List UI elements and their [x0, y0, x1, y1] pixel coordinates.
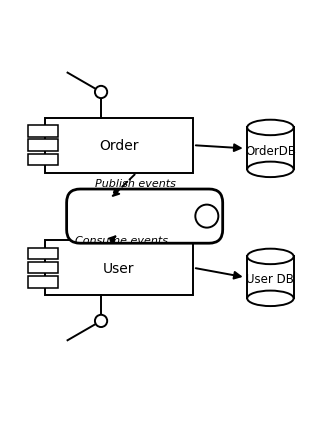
Bar	[45, 119, 193, 173]
Text: OrderDB: OrderDB	[245, 144, 296, 157]
Bar	[29, 126, 58, 137]
Circle shape	[95, 315, 107, 327]
Text: User: User	[103, 261, 134, 275]
Text: Publish events: Publish events	[95, 178, 176, 188]
Polygon shape	[247, 128, 294, 170]
Ellipse shape	[247, 291, 294, 306]
Text: User DB: User DB	[246, 273, 294, 286]
Ellipse shape	[247, 249, 294, 264]
Bar	[29, 262, 58, 274]
Bar	[29, 140, 58, 152]
Ellipse shape	[247, 162, 294, 178]
Circle shape	[195, 205, 218, 228]
Circle shape	[95, 86, 107, 99]
FancyBboxPatch shape	[67, 190, 223, 244]
Polygon shape	[247, 257, 294, 299]
Bar	[29, 154, 58, 166]
Text: Consume events: Consume events	[75, 235, 168, 245]
Bar	[45, 241, 193, 295]
Bar	[29, 248, 58, 259]
Ellipse shape	[247, 120, 294, 136]
Text: Order: Order	[99, 139, 139, 153]
Bar	[29, 276, 58, 288]
